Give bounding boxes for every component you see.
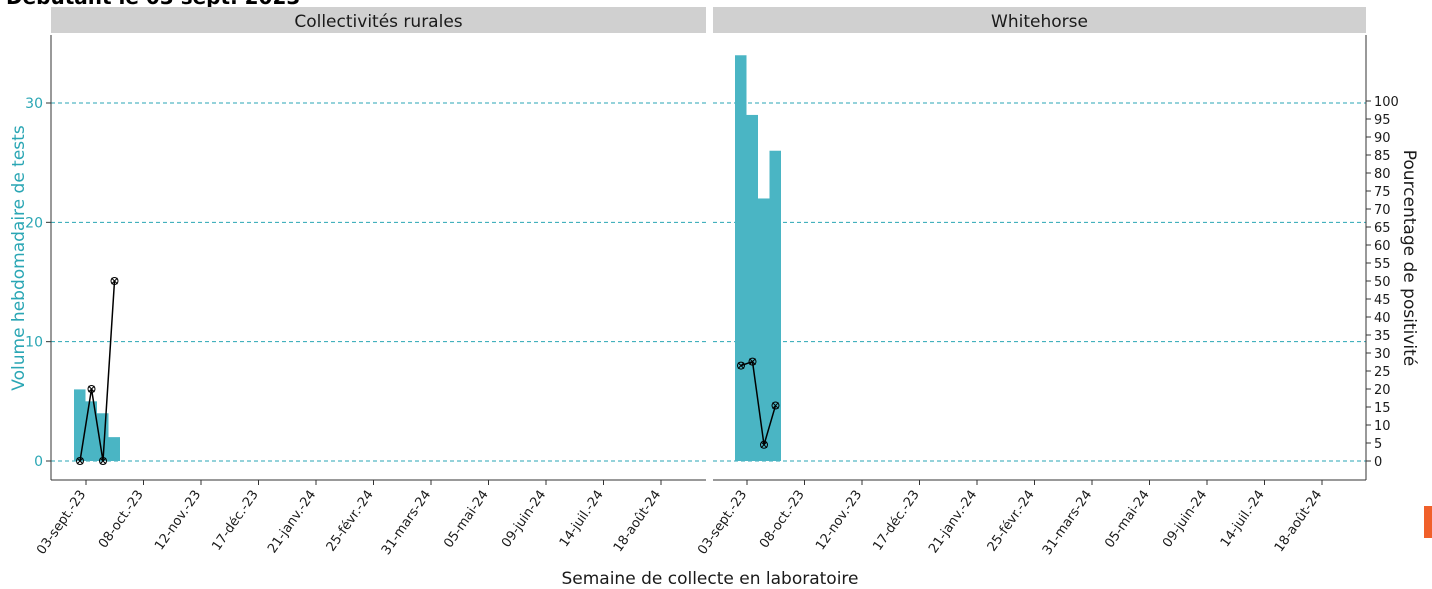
point-cross [99,457,107,465]
point-cross [749,358,756,365]
point-circle [110,277,119,285]
y-right-tick-label: 60 [1374,239,1391,254]
y-left-tick-label: 30 [25,96,43,112]
x-tick-label: 17-déc.-23 [209,488,261,554]
y-right-tick-label: 20 [1374,383,1391,398]
y-right-tick-label: 40 [1374,311,1391,326]
bar [769,150,781,461]
y-right-tick-label: 35 [1374,329,1391,344]
bar [85,401,97,461]
y-right-tick-label: 100 [1374,95,1399,110]
bar [108,437,120,461]
point-circle [99,457,107,465]
positivity-line [79,280,116,462]
x-tick-label: 12-nov.-23 [813,488,865,554]
x-tick-label: 03-sept.-23 [695,488,750,558]
right-y-axis: 0 5 10 15 20 25 30 35 40 45 50 55 60 65 70 75 80 85 90 95 10… [1365,35,1399,480]
bar [746,114,758,461]
panel-title: Whitehorse [991,12,1088,32]
positivity-point [87,385,96,393]
x-tick-label: 09-juin-24 [1160,488,1210,551]
point-circle [771,401,780,410]
x-tick-label: 18-août-24 [611,488,664,555]
y-right-tick-label: 0 [1374,455,1382,470]
bar [758,198,770,461]
x-tick-label: 08-oct.-23 [96,488,147,552]
y-right-tick-label: 85 [1374,149,1391,164]
x-tick-label: 05-mai-24 [441,488,492,551]
panel-title: Collectivités rurales [294,12,462,32]
x-tick-label: 14-juil.-24 [1218,488,1268,550]
y-right-tick-label: 5 [1374,437,1382,452]
y-right-tick-label: 10 [1374,419,1391,434]
positivity-point [737,361,745,370]
y-right-tick-label: 45 [1374,293,1391,308]
bar [97,413,109,461]
point-circle [87,385,96,393]
positivity-point [110,277,119,285]
y-left-tick-label: 20 [25,215,43,231]
bar [735,55,747,462]
point-cross [737,362,745,369]
y-right-tick-label: 25 [1374,365,1391,380]
point-cross [772,402,779,409]
y-right-tick-label: 50 [1374,275,1391,290]
positivity-point [76,457,84,465]
point-circle [76,457,84,465]
y-axis-left-label: Volume hebdomadaire de tests [9,125,29,391]
left-y-ticks: 0 10 20 30 [25,96,51,470]
x-tick-label: 03-sept.-23 [34,488,89,558]
x-tick-label: 05-mai-24 [1102,488,1153,551]
y-right-tick-label: 70 [1374,203,1391,218]
positivity-point [748,357,757,366]
y-left-tick-label: 0 [34,454,43,470]
point-cross [88,385,95,393]
positivity-line [740,360,777,446]
panel-strip [713,7,1366,33]
x-tick-label: 14-juil.-24 [557,488,607,550]
bar [74,389,86,461]
x-tick-label: 21-janv.-24 [265,488,319,556]
point-circle [748,357,757,366]
positivity-point [99,457,107,465]
y-right-tick-label: 55 [1374,257,1391,272]
y-right-tick-label: 75 [1374,185,1391,200]
x-tick-label: 12-nov.-23 [152,488,204,554]
x-tick-label: 09-juin-24 [499,488,549,551]
x-tick-label: 31-mars-24 [379,488,434,558]
x-tick-label: 25-févr.-24 [985,488,1038,555]
point-cross [111,277,118,285]
point-circle [737,361,745,370]
y-right-tick-label: 95 [1374,113,1391,128]
x-tick-label: 18-août-24 [1272,488,1325,555]
x-tick-label: 17-déc.-23 [870,488,922,554]
x-tick-label: 31-mars-24 [1040,488,1095,558]
point-cross [760,441,768,449]
y-left-tick-label: 10 [25,335,43,351]
point-circle [760,440,768,449]
x-tick-label: 25-févr.-24 [324,488,377,555]
y-right-tick-label: 80 [1374,167,1391,182]
point-cross [76,457,84,465]
y-right-tick-label: 65 [1374,221,1391,236]
side-accent-mark [1424,506,1432,538]
positivity-point [760,440,768,449]
panel-0: Collectivités rurales 03-sept.-23 08-oct.-… [34,7,706,558]
x-tick-label: 21-janv.-24 [926,488,980,556]
x-tick-label: 08-oct.-23 [757,488,808,552]
y-axis-right-label: Pourcentage de positivité [1399,150,1419,366]
header-fragment: Débutant le 03 sept. 2023 [6,0,300,9]
panel-1: Whitehorse 03-sept.-23 08-oct.-23 12-nov.-2… [695,7,1366,558]
positivity-point [771,401,780,410]
x-axis-label: Semaine de collecte en laboratoire [561,569,858,589]
y-right-tick-label: 15 [1374,401,1391,416]
panel-strip [51,7,706,33]
y-right-tick-label: 90 [1374,131,1391,146]
y-right-tick-label: 30 [1374,347,1391,362]
